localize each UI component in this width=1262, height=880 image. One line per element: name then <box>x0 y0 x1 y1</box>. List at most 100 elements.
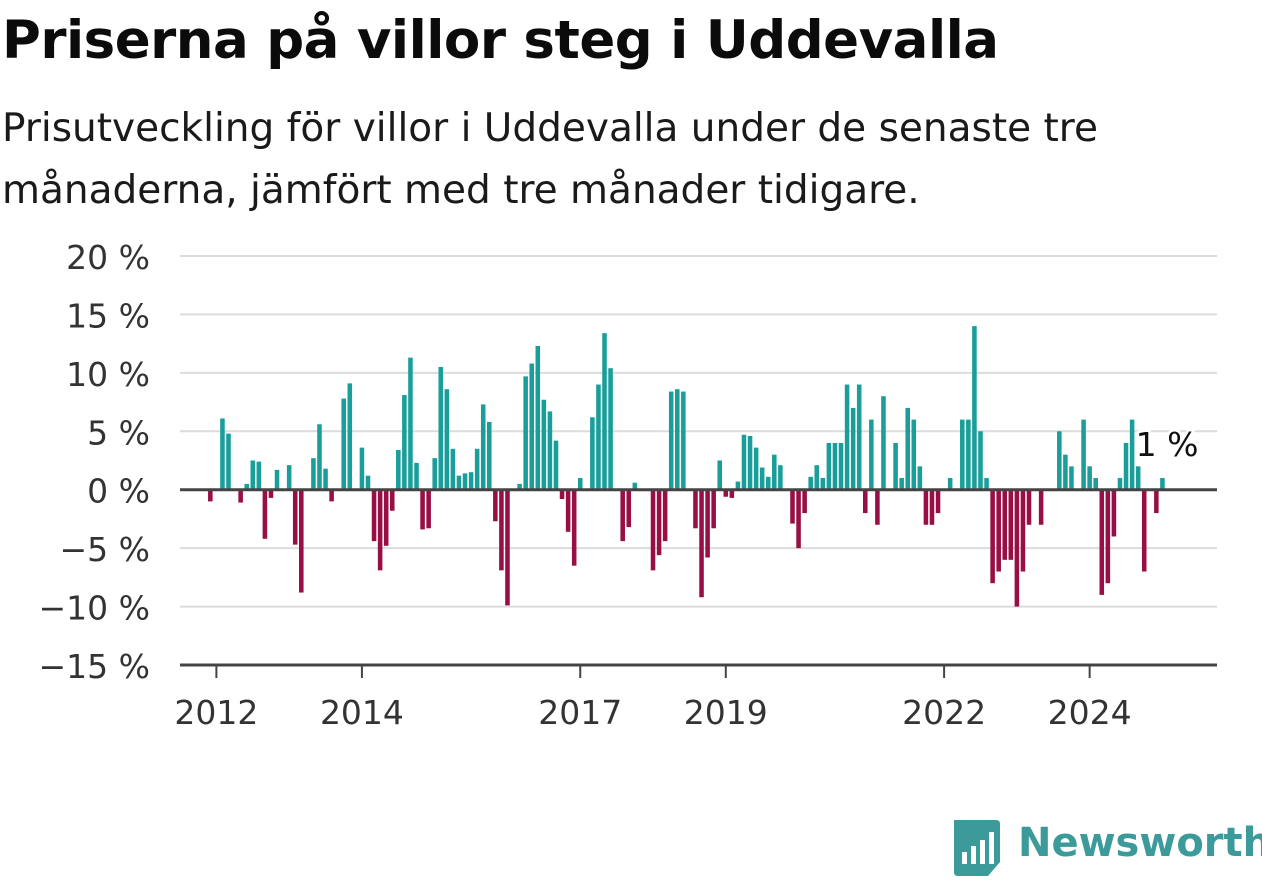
bar <box>735 481 741 490</box>
bar <box>693 489 698 529</box>
bar <box>747 435 753 490</box>
bar <box>935 489 941 514</box>
bar <box>723 489 729 497</box>
bar <box>608 368 613 490</box>
bar <box>1026 489 1032 525</box>
bar <box>753 447 759 490</box>
bar <box>590 417 595 490</box>
bar <box>996 489 1001 572</box>
bar <box>620 489 625 542</box>
bar <box>523 376 528 490</box>
bar <box>1020 489 1026 572</box>
bar <box>292 489 298 545</box>
bar <box>929 489 935 525</box>
bar <box>881 396 886 490</box>
bar <box>377 489 383 571</box>
bar <box>268 489 274 498</box>
bar <box>960 419 965 490</box>
x-tick-label: 2019 <box>684 693 768 732</box>
bar <box>893 442 898 490</box>
annotations: 1 % <box>1133 423 1201 467</box>
bar <box>826 442 832 490</box>
bar <box>499 489 504 571</box>
bar <box>1099 489 1105 595</box>
y-tick-label: −15 % <box>39 647 151 686</box>
bar <box>832 442 838 490</box>
bar <box>978 431 983 490</box>
bar <box>474 448 480 490</box>
bar <box>632 482 638 490</box>
bar <box>947 478 953 490</box>
bar <box>396 449 401 490</box>
bar <box>778 465 783 490</box>
bar <box>802 489 807 514</box>
bar <box>741 434 747 490</box>
bar <box>450 448 456 490</box>
bar <box>535 345 541 490</box>
bar <box>426 489 431 529</box>
bar <box>250 460 256 490</box>
bar <box>699 489 704 598</box>
bar <box>505 489 510 606</box>
bar <box>966 419 971 490</box>
bar <box>408 357 413 490</box>
bar <box>869 419 874 490</box>
bar <box>347 383 353 490</box>
bar <box>256 461 262 490</box>
bar <box>365 475 371 490</box>
bar <box>311 458 316 490</box>
bar <box>923 489 929 525</box>
bar <box>1154 489 1159 514</box>
bar <box>329 489 334 502</box>
bar <box>1105 489 1111 584</box>
chart-title: Priserna på villor steg i Uddevalla <box>2 10 999 71</box>
bar <box>1008 489 1014 560</box>
bar <box>650 489 656 571</box>
latest-value-label: 1 % <box>1136 425 1199 464</box>
bar <box>875 489 880 525</box>
bar <box>541 399 547 490</box>
y-tick-label: 0 % <box>87 472 150 511</box>
bar <box>323 468 328 490</box>
bar <box>547 411 553 490</box>
bar <box>911 419 917 490</box>
y-tick-label: −5 % <box>60 530 151 569</box>
bar <box>220 418 225 490</box>
bar <box>862 489 868 514</box>
bar <box>208 489 213 502</box>
bar <box>341 398 347 490</box>
brand-name: Newsworthy <box>1018 820 1262 866</box>
y-tick-label: 15 % <box>66 296 150 335</box>
bar <box>796 489 801 549</box>
bar <box>838 442 844 490</box>
bar <box>984 478 989 490</box>
bar <box>814 465 820 490</box>
bar <box>432 458 437 490</box>
y-tick-label: 5 % <box>87 413 150 452</box>
bar <box>675 389 680 490</box>
bar <box>1093 478 1098 490</box>
x-tick-label: 2017 <box>538 693 622 732</box>
bar <box>226 433 231 490</box>
bar <box>462 473 468 490</box>
x-tick-label: 2024 <box>1048 693 1132 732</box>
x-tick-label: 2012 <box>174 693 258 732</box>
axes <box>180 488 1217 667</box>
bar <box>444 389 450 490</box>
bar <box>681 391 686 490</box>
y-tick-label: 20 % <box>66 238 150 277</box>
bar <box>656 489 662 556</box>
bar <box>274 469 280 490</box>
x-tick-label: 2014 <box>320 693 404 732</box>
bar <box>1129 419 1135 490</box>
bar <box>1081 419 1086 490</box>
bar <box>286 465 292 490</box>
bar <box>487 421 492 490</box>
bar <box>905 407 910 490</box>
bar <box>856 384 862 490</box>
bar <box>1123 442 1129 490</box>
bar <box>577 478 583 490</box>
bar <box>844 384 850 490</box>
bar <box>759 467 765 490</box>
bar <box>480 404 486 490</box>
